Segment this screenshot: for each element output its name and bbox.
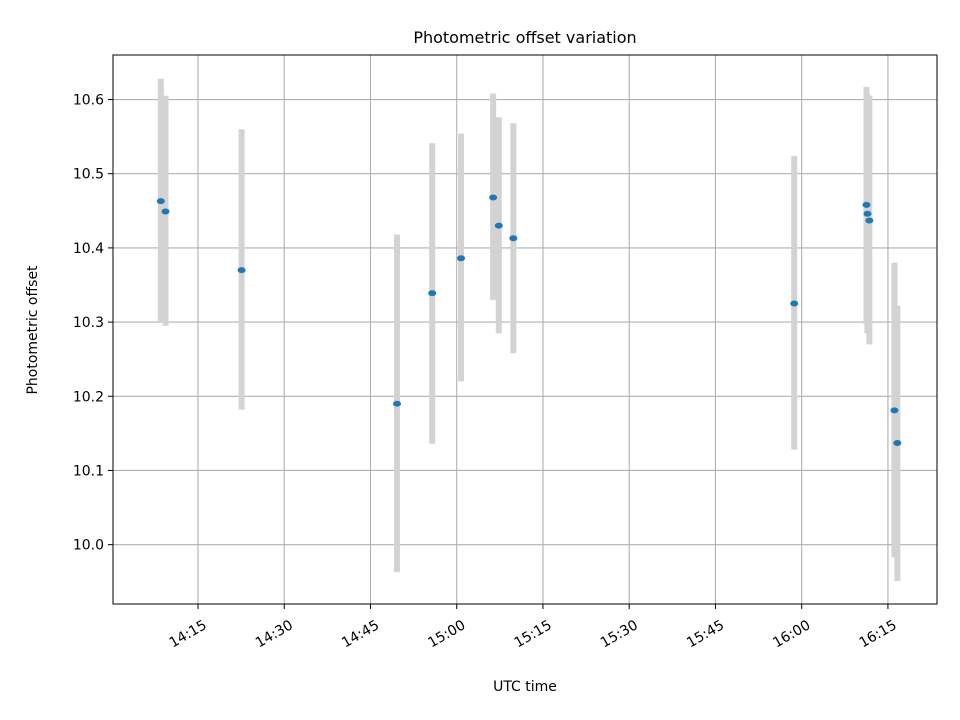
y-tick-label: 10.5 (73, 167, 104, 183)
data-point (862, 201, 871, 208)
data-point (863, 210, 872, 217)
data-point (237, 267, 246, 274)
data-point (428, 290, 437, 297)
data-point (890, 407, 899, 414)
y-tick-label: 10.0 (73, 538, 104, 554)
y-tick-label: 10.2 (73, 389, 104, 405)
data-point (509, 235, 518, 242)
y-tick-label: 10.1 (73, 463, 104, 479)
grid (113, 55, 937, 604)
y-tick-label: 10.3 (73, 315, 104, 331)
data-point (156, 198, 165, 205)
data-point (494, 222, 503, 229)
data-point (893, 440, 902, 447)
data-points (156, 194, 902, 447)
y-tick-label: 10.4 (73, 241, 104, 257)
chart-title: Photometric offset variation (413, 28, 636, 47)
y-axis-ticks: 10.0 10.1 10.2 10.3 10.4 10.5 10.6 (73, 93, 113, 554)
data-point (489, 194, 498, 201)
data-point (790, 300, 799, 307)
y-tick-label: 10.6 (73, 93, 104, 109)
data-point (457, 255, 466, 262)
y-axis-label: Photometric offset (25, 265, 41, 395)
data-point (393, 400, 402, 407)
data-point (865, 217, 874, 224)
plot-frame (112, 54, 938, 605)
data-point (161, 208, 170, 215)
x-axis-label: UTC time (493, 679, 557, 695)
